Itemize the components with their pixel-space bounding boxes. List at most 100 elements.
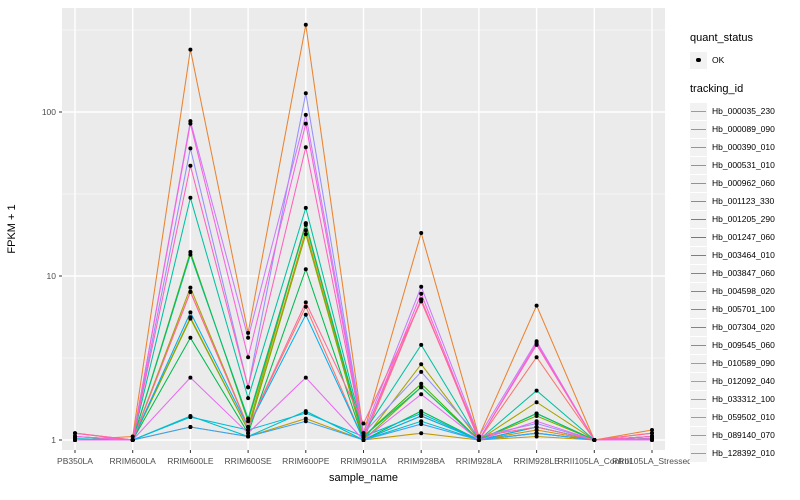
data-point <box>303 312 308 317</box>
data-point <box>188 285 193 290</box>
data-point <box>188 425 193 429</box>
legend-item: Hb_003464_010 <box>690 246 800 264</box>
data-point <box>246 396 251 401</box>
data-point <box>246 431 251 436</box>
legend-item: Hb_089140_070 <box>690 426 800 444</box>
data-point <box>188 310 193 315</box>
data-point <box>534 431 539 436</box>
data-point <box>650 431 654 436</box>
data-point <box>303 300 308 305</box>
line-swatch-icon <box>690 354 707 372</box>
legend-item: Hb_010589_090 <box>690 354 800 372</box>
data-point <box>246 434 251 439</box>
data-point <box>419 299 424 304</box>
data-point <box>130 438 135 442</box>
line-swatch-icon <box>690 426 707 444</box>
data-point <box>303 91 308 96</box>
legend-item: Hb_012092_040 <box>690 372 800 390</box>
data-point <box>73 434 77 439</box>
legend-item: Hb_128392_010 <box>690 444 800 462</box>
legend-item-label: Hb_004598_020 <box>712 286 775 296</box>
data-point <box>246 335 251 340</box>
legend-item-label: Hb_000390_010 <box>712 142 775 152</box>
line-swatch-icon <box>690 444 707 462</box>
data-point <box>188 163 193 168</box>
data-point <box>303 222 308 227</box>
legend-item-label: Hb_001123_330 <box>712 196 775 206</box>
legend-item: Hb_001123_330 <box>690 192 800 210</box>
data-point <box>188 121 193 126</box>
legend-item-label: Hb_003847_060 <box>712 268 775 278</box>
data-point <box>534 411 539 416</box>
data-point <box>303 411 308 415</box>
data-point <box>188 335 193 340</box>
data-point <box>419 422 424 427</box>
legend-item-label: OK <box>712 55 725 65</box>
legend-item: Hb_000390_010 <box>690 138 800 156</box>
line-swatch-icon <box>690 336 707 354</box>
legend-title-quant-status: quant_status <box>690 32 753 44</box>
data-point <box>188 415 193 420</box>
point-marker-icon <box>690 51 707 69</box>
legend-item-ok: OK <box>690 51 800 69</box>
legend-item-label: Hb_012092_040 <box>712 376 775 386</box>
data-point <box>361 431 366 436</box>
legend-item-label: Hb_000531_010 <box>712 160 775 170</box>
data-point <box>188 316 193 321</box>
line-swatch-icon <box>690 408 707 426</box>
data-point <box>303 304 308 309</box>
x-tick-label: RRIM928LE <box>513 456 560 466</box>
data-point <box>303 267 308 272</box>
data-point <box>361 421 366 426</box>
legend-item-label: Hb_009545_060 <box>712 340 775 350</box>
data-point <box>534 355 539 360</box>
legend-item-label: Hb_010589_090 <box>712 358 775 368</box>
x-tick-label: RRIM600LE <box>167 456 214 466</box>
data-point <box>419 342 424 347</box>
line-swatch-icon <box>690 282 707 300</box>
x-tick-label: RRIM600LA <box>110 456 157 466</box>
data-point <box>246 330 251 335</box>
line-swatch-icon <box>690 246 707 264</box>
line-swatch-icon <box>690 156 707 174</box>
data-point <box>246 425 251 429</box>
legend-item-label: Hb_007304_020 <box>712 322 775 332</box>
data-point <box>534 434 539 439</box>
data-point <box>476 438 481 442</box>
line-swatch-icon <box>690 120 707 138</box>
line-swatch-icon <box>690 138 707 156</box>
legend-item: Hb_009545_060 <box>690 336 800 354</box>
legend-item: Hb_001205_290 <box>690 210 800 228</box>
data-point <box>303 205 308 210</box>
data-point <box>419 419 424 424</box>
legend-item-label: Hb_000089_090 <box>712 124 775 134</box>
legend-item: Hb_000035_230 <box>690 102 800 120</box>
data-point <box>73 438 77 442</box>
data-point <box>419 381 424 386</box>
data-point <box>534 428 539 432</box>
data-point <box>361 434 366 439</box>
line-swatch-icon <box>690 174 707 192</box>
data-point <box>361 438 366 442</box>
y-tick-label: 10 <box>47 271 57 281</box>
data-point <box>419 369 424 374</box>
line-swatch-icon <box>690 228 707 246</box>
x-tick-label: RRIM928LA <box>456 456 503 466</box>
line-swatch-icon <box>690 264 707 282</box>
data-point <box>534 400 539 405</box>
legend-item: Hb_059502_010 <box>690 408 800 426</box>
data-point <box>419 362 424 367</box>
x-axis-title: sample_name <box>329 472 398 484</box>
data-point <box>303 112 308 117</box>
data-point <box>188 146 193 151</box>
legend-item-label: Hb_000962_060 <box>712 178 775 188</box>
data-point <box>303 228 308 233</box>
legend-series-list: Hb_000035_230 Hb_000089_090 Hb_000390_010 H… <box>690 102 800 462</box>
data-point <box>73 431 77 436</box>
data-point <box>592 438 597 442</box>
y-tick-label: 1 <box>51 435 56 445</box>
legend-item-label: Hb_033312_100 <box>712 394 775 404</box>
data-point <box>188 375 193 380</box>
x-tick-label: RRIM928BA <box>398 456 446 466</box>
legend-item: Hb_000531_010 <box>690 156 800 174</box>
